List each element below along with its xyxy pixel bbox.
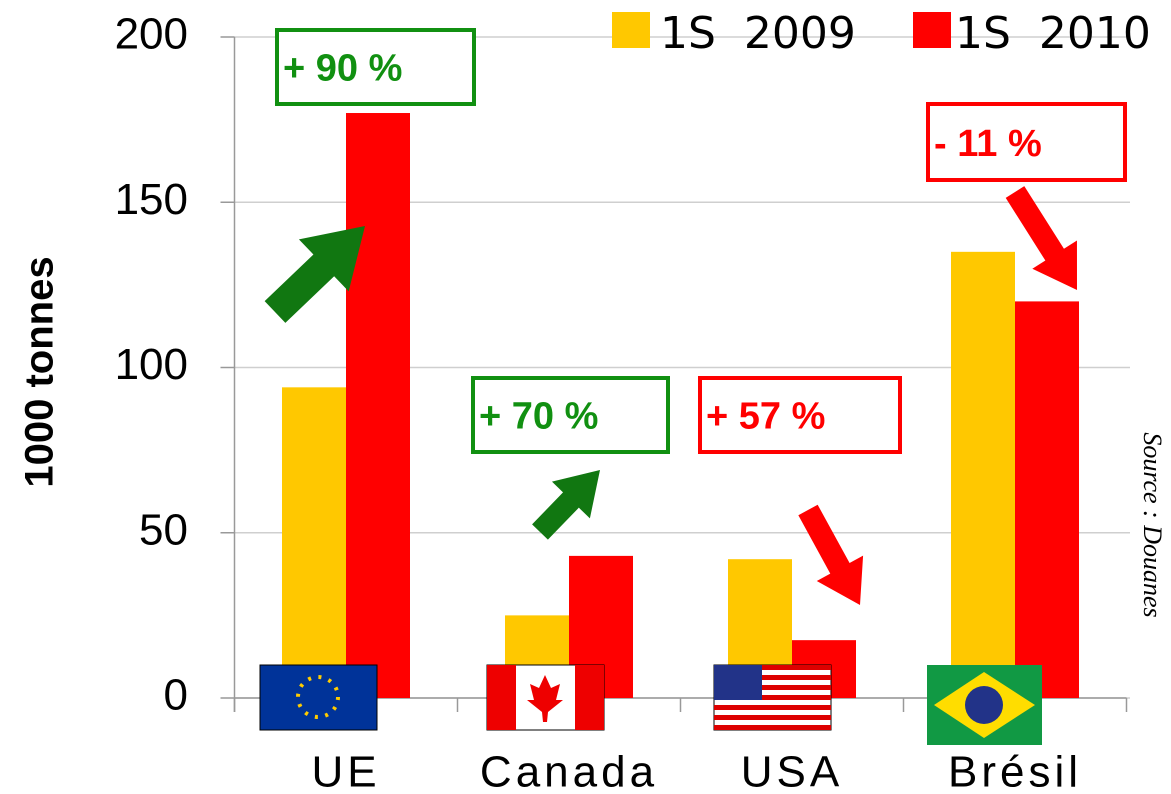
legend-swatch <box>612 12 650 48</box>
bar <box>346 113 410 698</box>
arrow <box>264 226 365 323</box>
arrow <box>1005 186 1077 290</box>
x-tick-label: USA <box>741 748 843 794</box>
source: Source : Douanes <box>1138 432 1167 617</box>
y-tick-label: 200 <box>115 10 188 59</box>
y-tick-label: 100 <box>115 340 188 389</box>
bar <box>1015 301 1079 698</box>
arrow <box>798 504 864 605</box>
flag-eu <box>259 664 378 731</box>
legend-label: 1S 2009 <box>660 8 856 59</box>
annotation: + 90 % <box>283 48 402 90</box>
arrow <box>532 470 600 540</box>
x-tick-label: Canada <box>480 748 658 794</box>
annotation-box <box>275 28 476 106</box>
bar <box>951 251 1015 698</box>
annotation-box <box>698 376 902 454</box>
y-tick-label: 150 <box>115 175 188 224</box>
annotation-box <box>926 102 1127 182</box>
flag-usa <box>713 664 832 731</box>
y-tick-label: 50 <box>139 505 188 554</box>
bar <box>282 387 346 698</box>
flags <box>259 664 1042 745</box>
x-tick-label: Brésil <box>948 748 1082 794</box>
y-axis-label: 1000 tonnes <box>18 256 62 487</box>
legend-label: 1S 2010 <box>955 8 1151 59</box>
annotation: + 70 % <box>479 396 598 438</box>
annotation-box <box>471 376 670 454</box>
flag-brazil <box>927 665 1042 745</box>
y-tick-label: 0 <box>164 671 188 720</box>
annotation: + 57 % <box>706 396 825 438</box>
legend-swatch <box>913 12 951 48</box>
x-tick-label: UE <box>311 748 380 794</box>
flag-canada <box>486 664 605 731</box>
annotation: - 11 % <box>934 123 1042 165</box>
